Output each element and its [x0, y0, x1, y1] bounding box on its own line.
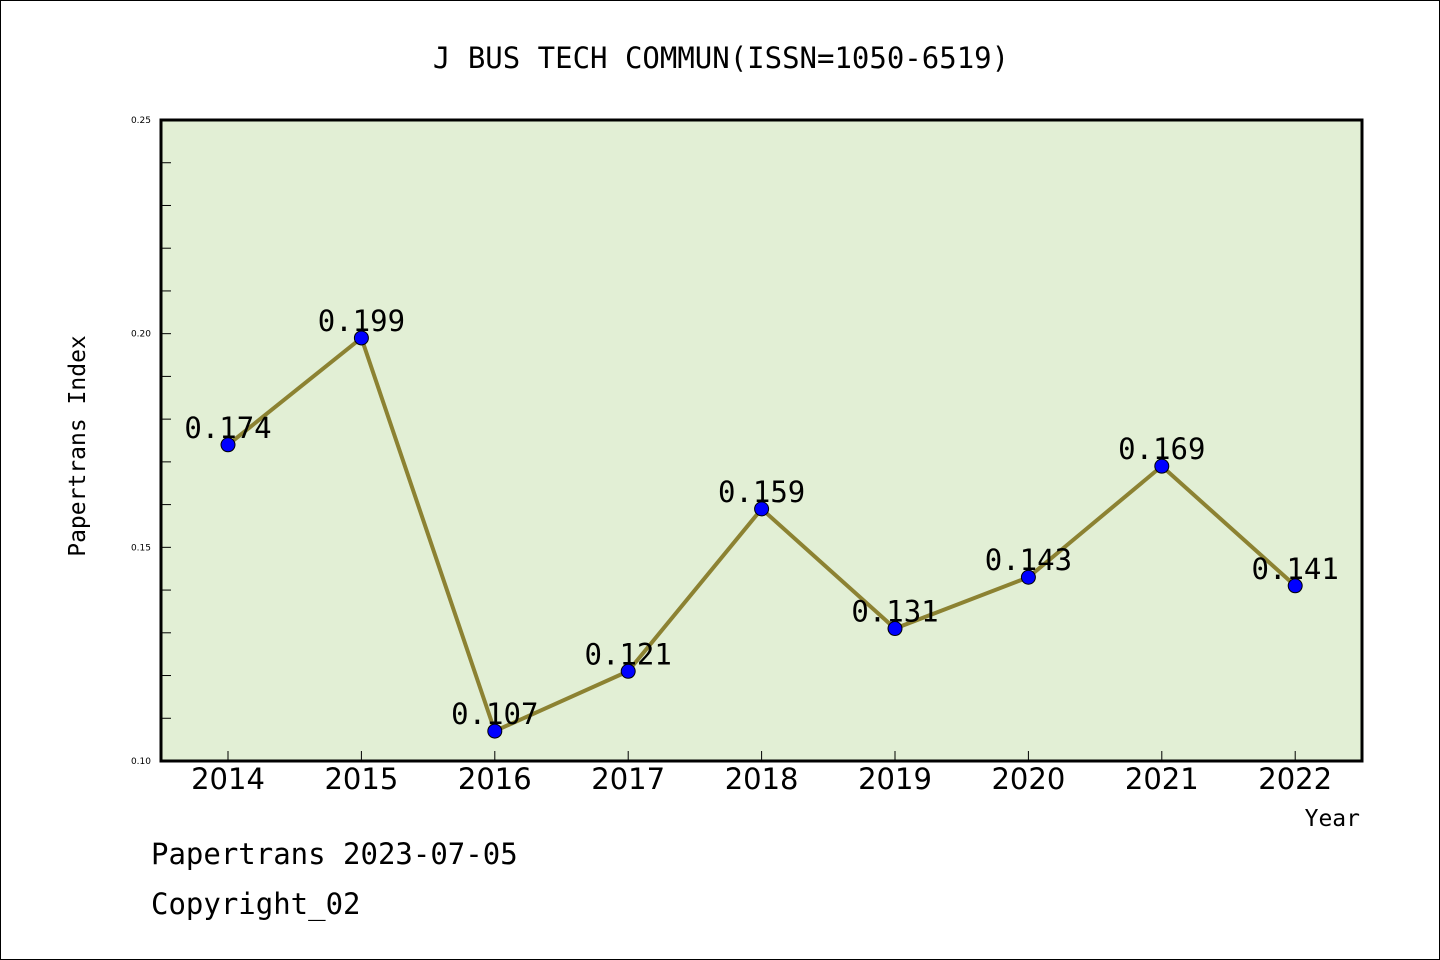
footer-date: Papertrans 2023-07-05 [151, 837, 518, 871]
x-tick-label: 2020 [991, 762, 1065, 796]
chart-title: J BUS TECH COMMUN(ISSN=1050-6519) [433, 41, 1009, 75]
y-tick-label: 0.20 [131, 330, 151, 340]
data-point [220, 437, 236, 453]
x-tick-label: 2018 [725, 762, 799, 796]
x-tick-label: 2019 [858, 762, 932, 796]
data-label: 0.159 [718, 475, 805, 509]
x-ticks [227, 751, 1296, 761]
x-tick-label: 2021 [1125, 762, 1199, 796]
data-point [487, 723, 503, 739]
y-tick-label: 0.25 [131, 116, 151, 126]
y-tick-label: 0.15 [131, 543, 151, 553]
y-minor-ticks [161, 162, 171, 719]
data-label: 0.131 [851, 595, 938, 629]
data-point [353, 330, 369, 346]
x-tick-labels: 2014 2015 2016 2017 2018 2019 2020 2021 2022 [191, 762, 1332, 796]
x-axis-label: Year [1305, 806, 1360, 832]
data-label: 0.143 [985, 543, 1072, 577]
data-label: 0.174 [184, 411, 271, 445]
data-label: 0.169 [1118, 432, 1205, 466]
data-label: 0.107 [451, 697, 538, 731]
x-tick-label: 2016 [458, 762, 532, 796]
data-label: 0.121 [585, 637, 672, 671]
data-point [887, 621, 903, 637]
data-labels: 0.174 0.199 0.107 0.121 0.159 0.131 0.143 0.169… [184, 304, 1339, 731]
data-point [1020, 569, 1036, 585]
data-point [1154, 458, 1170, 474]
x-tick-label: 2022 [1258, 762, 1332, 796]
data-point [620, 663, 636, 679]
plot-area [159, 118, 1364, 763]
y-tick-labels: 0.10 0.15 0.20 0.25 [131, 116, 151, 767]
x-tick-label: 2017 [591, 762, 665, 796]
y-tick-label: 0.10 [131, 757, 151, 767]
data-point [1287, 578, 1303, 594]
x-tick-label: 2014 [191, 762, 265, 796]
series-markers [220, 330, 1303, 739]
footer-copyright: Copyright_02 [151, 887, 361, 921]
x-tick-label: 2015 [324, 762, 398, 796]
y-axis-label: Papertrans Index [65, 335, 91, 557]
data-label: 0.199 [318, 304, 405, 338]
data-point [754, 501, 770, 517]
data-label: 0.141 [1252, 552, 1339, 586]
